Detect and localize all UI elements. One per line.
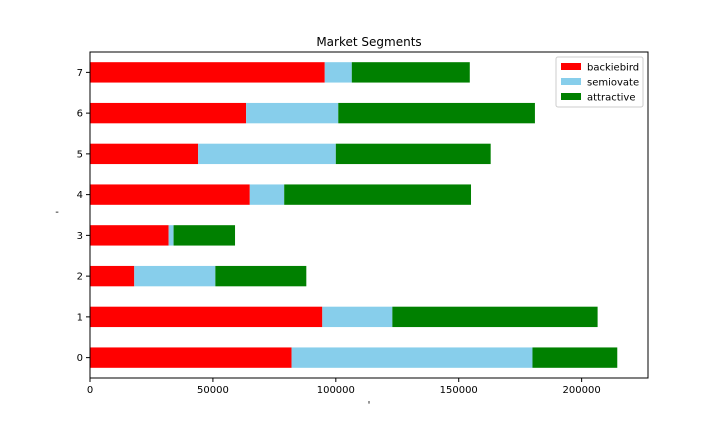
y-tick-label: 2 xyxy=(77,272,83,283)
bar-semiovate-1 xyxy=(322,306,393,328)
legend: backiebird semiovate attractive xyxy=(555,56,644,108)
y-tick-label: 7 xyxy=(77,68,83,79)
y-tick-label: 1 xyxy=(77,312,83,323)
bar-backiebird-3 xyxy=(90,225,169,246)
bar-backiebird-7 xyxy=(90,62,325,83)
bar-backiebird-6 xyxy=(90,102,247,124)
y-tick-label: 3 xyxy=(77,231,83,242)
bar-attractive-1 xyxy=(392,306,598,328)
chart-title: Market Segments xyxy=(316,35,421,49)
x-axis-ticks: 0 50000 100000 150000 200000 xyxy=(87,378,601,396)
bar-attractive-3 xyxy=(173,225,236,246)
y-tick-label: 4 xyxy=(77,190,83,201)
bar-attractive-6 xyxy=(338,102,535,124)
bar-backiebird-2 xyxy=(90,265,135,287)
x-tick-label: 50000 xyxy=(197,385,229,396)
bar-attractive-2 xyxy=(215,265,307,287)
bar-backiebird-1 xyxy=(90,306,323,328)
bar-backiebird-4 xyxy=(90,184,250,205)
x-axis-label: ' xyxy=(368,400,371,411)
bar-attractive-5 xyxy=(335,143,491,165)
bar-semiovate-7 xyxy=(324,62,352,83)
bar-attractive-0 xyxy=(532,347,618,368)
y-tick-label: 6 xyxy=(77,109,83,120)
bar-semiovate-3 xyxy=(168,225,174,246)
bar-semiovate-4 xyxy=(249,184,285,205)
x-tick-label: 200000 xyxy=(563,385,601,396)
x-tick-label: 150000 xyxy=(440,385,478,396)
y-tick-label: 5 xyxy=(77,149,83,160)
bar-attractive-7 xyxy=(351,62,470,83)
bar-semiovate-6 xyxy=(246,102,339,124)
plot-frame xyxy=(89,51,649,379)
legend-label-attractive: attractive xyxy=(587,93,635,104)
bar-semiovate-5 xyxy=(198,143,336,165)
bars-layer xyxy=(90,62,618,368)
bar-backiebird-5 xyxy=(90,143,199,165)
y-axis-label: - xyxy=(55,207,59,218)
legend-label-backiebird: backiebird xyxy=(587,63,639,74)
y-tick-label: 0 xyxy=(77,353,83,364)
y-axis-ticks: 0 1 2 3 4 5 6 7 xyxy=(77,68,90,364)
legend-swatch-attractive xyxy=(561,93,581,100)
bar-attractive-4 xyxy=(284,184,472,205)
legend-swatch-semiovate xyxy=(561,78,581,85)
x-tick-label: 100000 xyxy=(317,385,355,396)
legend-swatch-backiebird xyxy=(561,63,581,70)
bar-semiovate-0 xyxy=(291,347,533,368)
legend-label-semiovate: semiovate xyxy=(587,78,639,89)
bar-backiebird-0 xyxy=(90,347,292,368)
x-tick-label: 0 xyxy=(87,385,93,396)
bar-semiovate-2 xyxy=(134,265,216,287)
